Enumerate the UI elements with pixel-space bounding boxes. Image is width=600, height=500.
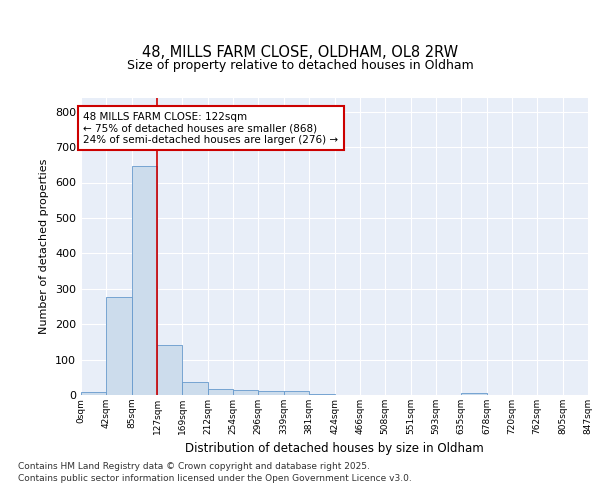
Bar [259,391,284,395]
Text: 48, MILLS FARM CLOSE, OLDHAM, OL8 2RW: 48, MILLS FARM CLOSE, OLDHAM, OL8 2RW [142,45,458,60]
Bar [284,392,309,395]
Bar [106,296,131,395]
Bar [182,382,208,395]
Bar [233,390,258,395]
Text: 48 MILLS FARM CLOSE: 122sqm
← 75% of detached houses are smaller (868)
24% of se: 48 MILLS FARM CLOSE: 122sqm ← 75% of det… [83,112,338,145]
Bar [208,388,233,395]
Bar [157,344,182,395]
Bar [132,166,157,395]
Bar [310,394,335,395]
Text: Contains HM Land Registry data © Crown copyright and database right 2025.
Contai: Contains HM Land Registry data © Crown c… [18,462,412,483]
Text: Size of property relative to detached houses in Oldham: Size of property relative to detached ho… [127,60,473,72]
X-axis label: Distribution of detached houses by size in Oldham: Distribution of detached houses by size … [185,442,484,456]
Y-axis label: Number of detached properties: Number of detached properties [40,158,49,334]
Bar [81,392,106,395]
Bar [461,393,487,395]
